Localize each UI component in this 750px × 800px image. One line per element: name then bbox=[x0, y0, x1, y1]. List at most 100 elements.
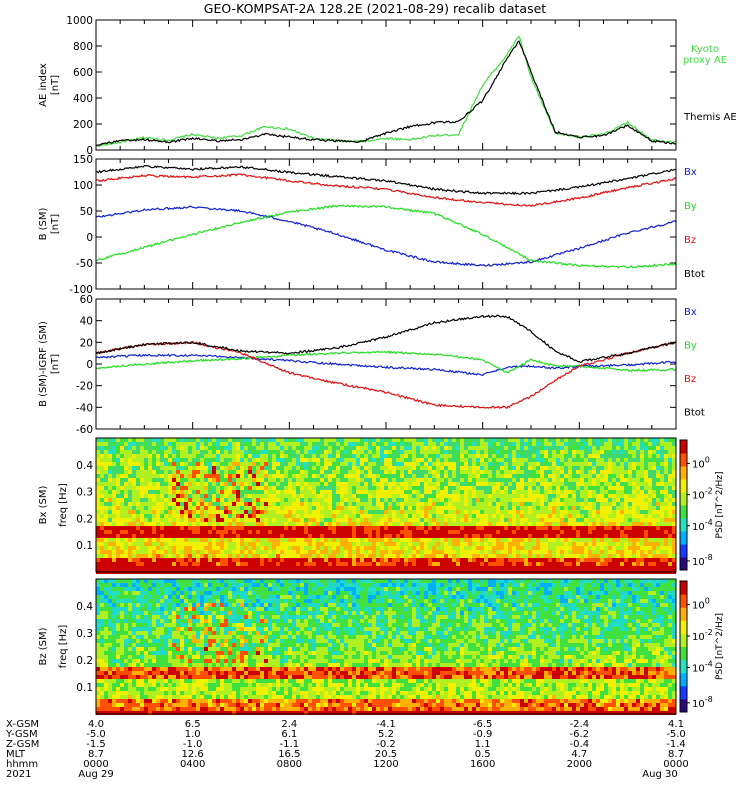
spectrogram-cell bbox=[180, 526, 184, 530]
spectrogram-cell bbox=[184, 542, 188, 546]
spectrogram-cell bbox=[168, 506, 172, 510]
spectrogram-cell bbox=[568, 494, 572, 498]
spectrogram-cell bbox=[328, 462, 332, 466]
spectrogram-cell bbox=[176, 498, 180, 502]
spectrogram-cell bbox=[336, 514, 340, 518]
spectrogram-cell bbox=[256, 562, 260, 566]
spectrogram-cell bbox=[560, 446, 564, 450]
spectrogram-cell bbox=[600, 474, 604, 478]
spectrogram-cell bbox=[148, 542, 152, 546]
spectrogram-cell bbox=[536, 558, 540, 562]
spectrogram-cell bbox=[356, 579, 360, 583]
spectrogram-cell bbox=[148, 546, 152, 550]
spectrogram-cell bbox=[444, 474, 448, 478]
spectrogram-cell bbox=[148, 562, 152, 566]
spectrogram-cell bbox=[624, 542, 628, 546]
spectrogram-cell bbox=[312, 542, 316, 546]
spectrogram-cell bbox=[388, 538, 392, 542]
spectrogram-cell bbox=[536, 486, 540, 490]
spectrogram-cell bbox=[480, 538, 484, 542]
spectrogram-cell bbox=[500, 538, 504, 542]
spectrogram-cell bbox=[128, 482, 132, 486]
spectrogram-cell bbox=[256, 458, 260, 462]
y-tick-label: -60 bbox=[76, 424, 93, 436]
spectrogram-cell bbox=[388, 514, 392, 518]
spectrogram-cell bbox=[484, 526, 488, 530]
spectrogram-cell bbox=[192, 526, 196, 530]
spectrogram-cell bbox=[148, 474, 152, 478]
spectrogram-cell bbox=[388, 542, 392, 546]
spectrogram-cell bbox=[144, 466, 148, 470]
spectrogram-cell bbox=[196, 446, 200, 450]
spectrogram-cell bbox=[332, 558, 336, 562]
spectrogram-cell bbox=[460, 486, 464, 490]
spectrogram-cell bbox=[200, 458, 204, 462]
spectrogram-cell bbox=[600, 514, 604, 518]
spectrogram-cell bbox=[580, 474, 584, 478]
spectrogram-cell bbox=[292, 458, 296, 462]
spectrogram-cell bbox=[624, 446, 628, 450]
spectrogram-cell bbox=[396, 454, 400, 458]
spectrogram-cell bbox=[476, 458, 480, 462]
spectrogram-cell bbox=[304, 446, 308, 450]
spectrogram-cell bbox=[112, 482, 116, 486]
spectrogram-cell bbox=[224, 562, 228, 566]
spectrogram-cell bbox=[460, 562, 464, 566]
spectrogram-cell bbox=[340, 502, 344, 506]
spectrogram-cell bbox=[636, 522, 640, 526]
spectrogram-cell bbox=[452, 510, 456, 514]
spectrogram-cell bbox=[240, 530, 244, 534]
spectrogram-cell bbox=[496, 562, 500, 566]
spectrogram-cell bbox=[632, 466, 636, 470]
spectrogram-cell bbox=[460, 450, 464, 454]
spectrogram-cell bbox=[272, 466, 276, 470]
spectrogram-cell bbox=[120, 542, 124, 546]
spectrogram-cell bbox=[552, 454, 556, 458]
spectrogram-cell bbox=[448, 579, 452, 583]
spectrogram-cell bbox=[324, 514, 328, 518]
spectrogram-cell bbox=[464, 558, 468, 562]
spectrogram-cell bbox=[400, 482, 404, 486]
spectrogram-cell bbox=[544, 510, 548, 514]
spectrogram-cell bbox=[504, 494, 508, 498]
spectrogram-cell bbox=[556, 554, 560, 558]
spectrogram-cell bbox=[368, 562, 372, 566]
spectrogram-cell bbox=[476, 466, 480, 470]
spectrogram-cell bbox=[156, 566, 160, 570]
spectrogram-cell bbox=[344, 530, 348, 534]
spectrogram-cell bbox=[664, 514, 668, 518]
spectrogram-cell bbox=[584, 446, 588, 450]
spectrogram-cell bbox=[500, 562, 504, 566]
spectrogram-cell bbox=[456, 518, 460, 522]
spectrogram-cell bbox=[176, 506, 180, 510]
spectrogram-cell bbox=[484, 458, 488, 462]
spectrogram-cell bbox=[184, 526, 188, 530]
spectrogram-cell bbox=[232, 502, 236, 506]
spectrogram-cell bbox=[544, 446, 548, 450]
spectrogram-cell bbox=[308, 494, 312, 498]
spectrogram-cell bbox=[672, 498, 676, 502]
spectrogram-cell bbox=[232, 458, 236, 462]
spectrogram-cell bbox=[596, 474, 600, 478]
spectrogram-cell bbox=[228, 526, 232, 530]
spectrogram-cell bbox=[152, 534, 156, 538]
spectrogram-cell bbox=[348, 490, 352, 494]
spectrogram-cell bbox=[536, 550, 540, 554]
spectrogram-cell bbox=[180, 534, 184, 538]
spectrogram-cell bbox=[148, 554, 152, 558]
spectrogram-cell bbox=[440, 510, 444, 514]
spectrogram-cell bbox=[604, 538, 608, 542]
spectrogram-cell bbox=[612, 478, 616, 482]
spectrogram-cell bbox=[308, 583, 312, 587]
spectrogram-cell bbox=[364, 438, 368, 442]
spectrogram-cell bbox=[300, 558, 304, 562]
spectrogram-cell bbox=[384, 506, 388, 510]
spectrogram-cell bbox=[180, 454, 184, 458]
spectrogram-cell bbox=[540, 534, 544, 538]
spectrogram-cell bbox=[584, 526, 588, 530]
spectrogram-cell bbox=[572, 522, 576, 526]
spectrogram-cell bbox=[616, 534, 620, 538]
spectrogram-cell bbox=[608, 502, 612, 506]
spectrogram-cell bbox=[220, 534, 224, 538]
spectrogram-cell bbox=[160, 466, 164, 470]
